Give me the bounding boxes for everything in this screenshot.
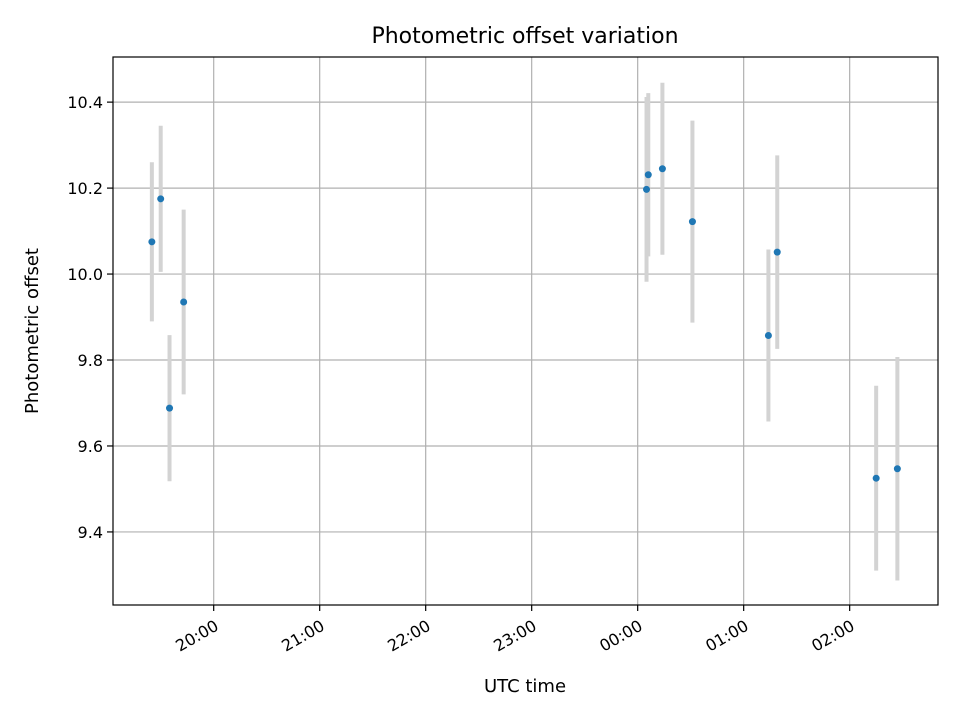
y-tick-label: 9.6 [78,437,103,456]
data-point [764,332,772,340]
grid [113,57,938,605]
y-tick-label: 9.8 [78,351,103,370]
data-point [643,185,651,193]
y-axis-ticks: 9.4 9.6 9.8 10.0 10.2 10.4 [67,93,113,542]
plot-frame [112,56,939,606]
data-point [644,171,652,179]
y-tick-label: 10.2 [67,179,103,198]
data-point [658,165,666,173]
data-point [148,238,156,246]
data-point [688,218,696,226]
y-tick-label: 10.0 [67,265,103,284]
data-point [157,195,165,203]
y-tick-label: 9.4 [78,523,103,542]
chart-title: Photometric offset variation [371,24,678,49]
data-point [180,298,188,306]
data-points [148,165,901,482]
x-axis-label: UTC time [484,676,566,697]
data-point [872,474,880,482]
y-tick-label: 10.4 [67,93,103,112]
data-point [773,248,781,256]
y-axis-label: Photometric offset [22,248,43,414]
data-point [166,404,174,412]
data-point [893,465,901,473]
